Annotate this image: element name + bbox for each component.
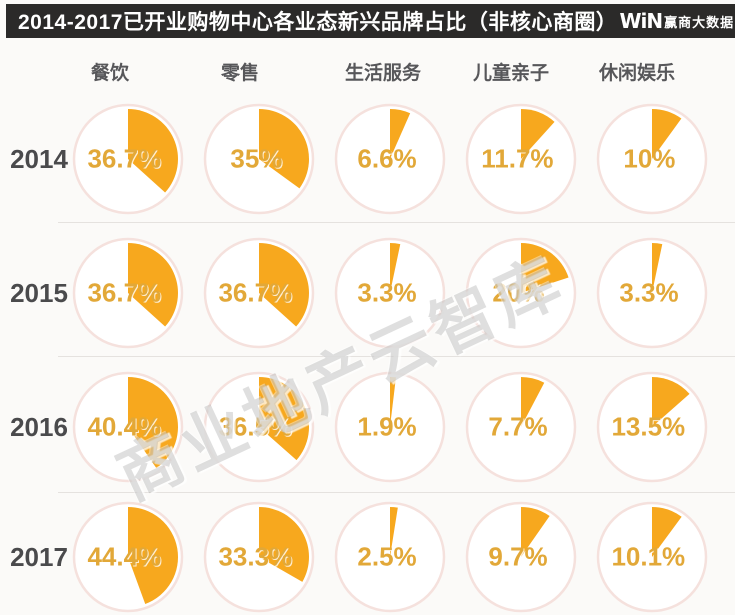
pie-svg: [465, 103, 577, 215]
pie-svg: [72, 237, 184, 349]
pie-value-label: 36.5%: [218, 411, 293, 442]
pie-svg: [203, 371, 315, 483]
title-bar: 2014-2017已开业购物中心各业态新兴品牌占比（非核心商圈） WiN 赢商大…: [6, 4, 735, 38]
pie-value-label: 36.7%: [87, 277, 162, 308]
win-logo-label: 赢商大数据: [664, 14, 735, 30]
pie-value-label: 10.1%: [611, 541, 686, 572]
pie-svg: [334, 371, 446, 483]
pie-svg: [596, 103, 708, 215]
pie-2014-col4: 11.7%: [465, 103, 577, 215]
pie-svg: [203, 501, 315, 613]
pie-wedge: [521, 507, 550, 557]
pie-svg: [334, 103, 446, 215]
column-header-5: 休闲娱乐: [598, 63, 676, 84]
pie-value-label: 35%: [230, 143, 283, 174]
win-logo-mark: WiN: [619, 9, 663, 33]
row-divider-1: [58, 222, 735, 223]
pie-value-label: 36.7%: [218, 277, 293, 308]
pie-svg: [596, 501, 708, 613]
pie-value-label: 33.3%: [218, 541, 293, 572]
pie-svg: [72, 501, 184, 613]
pie-value-label: 9.7%: [488, 541, 548, 572]
pie-2016-col2: 36.5%: [203, 371, 315, 483]
pie-2015-col1: 36.7%: [72, 237, 184, 349]
winshang-logo: WiN 赢商大数据: [619, 9, 734, 33]
pie-2014-col2: 35%: [203, 103, 315, 215]
pie-wedge: [521, 109, 555, 159]
pie-wedge: [652, 377, 690, 427]
pie-2015-col3: 3.3%: [334, 237, 446, 349]
pie-2016-col3: 1.9%: [334, 371, 446, 483]
pie-wedge: [390, 507, 398, 557]
pie-2014-col5: 10%: [596, 103, 708, 215]
pie-svg: [72, 103, 184, 215]
pie-2017-col4: 9.7%: [465, 501, 577, 613]
pie-wedge: [128, 377, 179, 469]
row-divider-2: [58, 356, 735, 357]
pie-wedge: [128, 109, 178, 193]
row-divider-3: [58, 492, 735, 493]
pie-2016-col1: 40.4%: [72, 371, 184, 483]
pie-2017-col2: 33.3%: [203, 501, 315, 613]
pie-wedge: [521, 377, 545, 427]
pie-2015-col5: 3.3%: [596, 237, 708, 349]
year-label-2017: 2017: [10, 542, 68, 572]
pie-svg: [203, 103, 315, 215]
pie-wedge: [652, 507, 682, 557]
pie-value-label: 13.5%: [611, 411, 686, 442]
pie-wedge: [652, 109, 682, 159]
pie-wedge: [259, 109, 309, 189]
pie-wedge: [128, 507, 179, 604]
pie-value-label: 10%: [623, 143, 676, 174]
pie-value-label: 44.4%: [87, 541, 162, 572]
pie-wedge: [390, 377, 396, 427]
pie-2016-col4: 7.7%: [465, 371, 577, 483]
pie-2016-col5: 13.5%: [596, 371, 708, 483]
year-label-2014: 2014: [10, 144, 68, 174]
pie-wedge: [390, 243, 401, 293]
pie-2017-col3: 2.5%: [334, 501, 446, 613]
pie-svg: [465, 501, 577, 613]
column-header-1: 餐饮: [90, 63, 130, 84]
pie-wedge: [652, 243, 663, 293]
pie-wedge: [259, 507, 309, 582]
pie-wedge: [128, 243, 178, 327]
pie-value-label: 40.4%: [87, 411, 162, 442]
pie-value-label: 7.7%: [488, 411, 548, 442]
pie-value-label: 1.9%: [357, 411, 417, 442]
pie-svg: [596, 371, 708, 483]
pie-value-label: 20%: [492, 277, 545, 308]
pie-svg: [465, 371, 577, 483]
column-header-4: 儿童亲子: [472, 63, 550, 84]
pie-svg: [334, 237, 446, 349]
pie-2014-col3: 6.6%: [334, 103, 446, 215]
pie-value-label: 6.6%: [357, 143, 417, 174]
pie-wedge: [390, 109, 411, 159]
column-header-2: 零售: [220, 63, 260, 84]
pie-svg: [465, 237, 577, 349]
year-label-2016: 2016: [10, 412, 68, 442]
pie-svg: [334, 501, 446, 613]
pie-2017-col1: 44.4%: [72, 501, 184, 613]
pie-value-label: 11.7%: [481, 143, 554, 174]
pie-2017-col5: 10.1%: [596, 501, 708, 613]
pie-2015-col2: 36.7%: [203, 237, 315, 349]
column-header-3: 生活服务: [344, 63, 422, 84]
pie-2015-col4: 20%: [465, 237, 577, 349]
pie-svg: [203, 237, 315, 349]
pie-svg: [72, 371, 184, 483]
pie-svg: [596, 237, 708, 349]
pie-wedge: [259, 377, 310, 461]
pie-wedge: [521, 243, 569, 293]
pie-value-label: 2.5%: [357, 541, 417, 572]
pie-2014-col1: 36.7%: [72, 103, 184, 215]
pie-value-label: 36.7%: [87, 143, 162, 174]
pie-value-label: 3.3%: [619, 277, 679, 308]
pie-wedge: [259, 243, 309, 327]
year-label-2015: 2015: [10, 278, 68, 308]
pie-value-label: 3.3%: [357, 277, 417, 308]
page-title: 2014-2017已开业购物中心各业态新兴品牌占比（非核心商圈）: [18, 11, 618, 34]
